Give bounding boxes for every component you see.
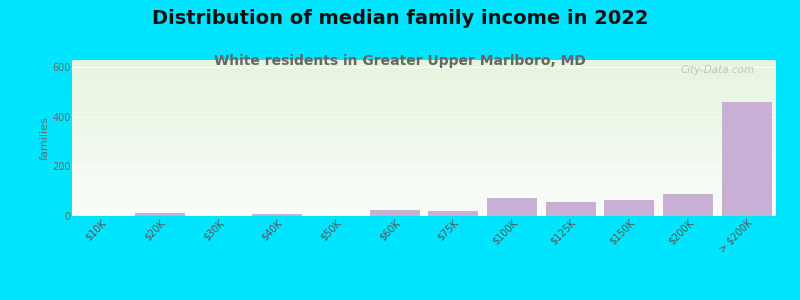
Bar xyxy=(487,198,537,216)
Bar xyxy=(135,213,185,216)
Text: City-Data.com: City-Data.com xyxy=(681,65,755,75)
Bar xyxy=(429,211,478,216)
Text: Distribution of median family income in 2022: Distribution of median family income in … xyxy=(152,9,648,28)
Y-axis label: families: families xyxy=(39,116,50,160)
Bar xyxy=(663,194,713,216)
Text: White residents in Greater Upper Marlboro, MD: White residents in Greater Upper Marlbor… xyxy=(214,54,586,68)
Bar xyxy=(253,214,302,216)
Bar xyxy=(546,202,595,216)
Bar xyxy=(370,210,419,216)
Bar xyxy=(722,102,771,216)
Bar xyxy=(605,200,654,216)
